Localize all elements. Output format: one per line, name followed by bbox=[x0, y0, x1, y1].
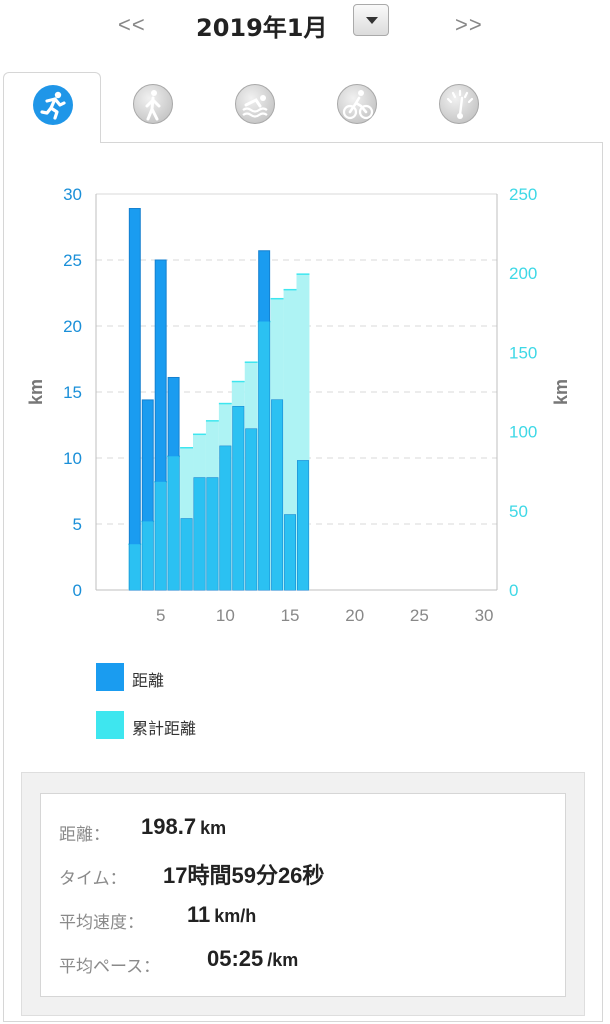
left-tick-label: 30 bbox=[63, 185, 82, 204]
overlap-segment bbox=[168, 456, 180, 590]
overlap-segment bbox=[232, 406, 244, 590]
tab-cycling[interactable] bbox=[308, 72, 406, 142]
right-tick-label: 200 bbox=[509, 264, 537, 283]
distance-chart: 0 5 10 15 20 25 30 0 50 100 150 200 250 5 10 15 20 25 30 km… bbox=[26, 185, 571, 625]
right-tick-label: 150 bbox=[509, 343, 537, 362]
left-tick-label: 15 bbox=[63, 383, 82, 402]
cycling-icon bbox=[337, 84, 377, 124]
distance-bar bbox=[128, 208, 141, 591]
tab-walking[interactable] bbox=[104, 72, 202, 142]
left-tick-label: 25 bbox=[63, 251, 82, 270]
month-navigation: << 2019年1月 >> bbox=[0, 0, 610, 60]
legend-swatch-distance bbox=[96, 663, 124, 691]
stat-distance-label: 距離： bbox=[59, 825, 110, 845]
right-tick-label: 100 bbox=[509, 423, 537, 442]
activity-tabs bbox=[0, 72, 610, 143]
month-title: 2019年1月 bbox=[196, 14, 328, 42]
overlap-segment bbox=[142, 521, 154, 590]
overlap-segment bbox=[206, 477, 218, 590]
overlap-segment bbox=[258, 321, 270, 590]
x-tick-label: 30 bbox=[475, 606, 494, 625]
overlap-segment bbox=[284, 514, 296, 590]
stat-distance-unit: km bbox=[200, 818, 227, 838]
walking-icon bbox=[133, 84, 173, 124]
content-panel bbox=[3, 142, 603, 1022]
running-icon bbox=[33, 85, 73, 125]
overlap-segment bbox=[219, 446, 231, 590]
x-tick-label: 5 bbox=[156, 606, 165, 625]
stat-time-label: タイム： bbox=[59, 869, 127, 889]
summary-box: 距離： 198.7 km タイム： 17時間59分26秒 平均速度： 11 km/h… bbox=[21, 772, 585, 1016]
left-tick-label: 5 bbox=[73, 515, 82, 534]
y-axis-label-left: km bbox=[26, 379, 46, 405]
chevron-down-icon bbox=[366, 17, 378, 24]
overlap-segment bbox=[181, 518, 193, 590]
stat-pace-value: 05:25/km bbox=[207, 946, 299, 971]
overlap-segment bbox=[129, 544, 141, 590]
right-tick-label: 50 bbox=[509, 502, 528, 521]
left-tick-label: 0 bbox=[73, 581, 82, 600]
x-tick-label: 20 bbox=[345, 606, 364, 625]
right-tick-label: 250 bbox=[509, 185, 537, 204]
next-month-button[interactable]: >> bbox=[455, 12, 483, 37]
legend-swatch-cumulative bbox=[96, 711, 124, 739]
right-tick-label: 0 bbox=[509, 581, 518, 600]
left-tick-label: 20 bbox=[63, 317, 82, 336]
x-tick-label: 15 bbox=[281, 606, 300, 625]
stat-speed-unit: km/h bbox=[214, 906, 257, 926]
overlap-segment bbox=[297, 460, 309, 590]
overlap-segment bbox=[155, 481, 167, 590]
overlap-segment bbox=[194, 477, 205, 590]
swimming-icon bbox=[235, 84, 275, 124]
stat-pace-label: 平均ペース： bbox=[59, 957, 161, 977]
stat-distance-value: 198.7 km bbox=[141, 814, 227, 839]
gauge-icon bbox=[439, 84, 479, 124]
y-axis-label-right: km bbox=[551, 379, 571, 405]
overlap-segment bbox=[245, 428, 257, 590]
month-dropdown-button[interactable] bbox=[353, 4, 389, 36]
stat-speed-value: 11 km/h bbox=[187, 902, 257, 927]
tab-other[interactable] bbox=[410, 72, 508, 142]
x-tick-label: 10 bbox=[216, 606, 235, 625]
legend-label-distance: 距離 bbox=[132, 671, 165, 690]
previous-month-button[interactable]: << bbox=[118, 12, 146, 37]
tab-swimming[interactable] bbox=[206, 72, 304, 142]
left-tick-label: 10 bbox=[63, 449, 82, 468]
summary-card: 距離： 198.7 km タイム： 17時間59分26秒 平均速度： 11 km/h… bbox=[40, 793, 566, 997]
stat-pace-unit: /km bbox=[267, 950, 299, 970]
stat-time-value: 17時間59分26秒 bbox=[163, 863, 325, 888]
legend-label-cumulative: 累計距離 bbox=[132, 719, 197, 738]
tab-running[interactable] bbox=[3, 72, 101, 143]
x-tick-label: 25 bbox=[410, 606, 429, 625]
overlap-segment bbox=[271, 399, 283, 590]
stat-speed-label: 平均速度： bbox=[59, 913, 144, 933]
